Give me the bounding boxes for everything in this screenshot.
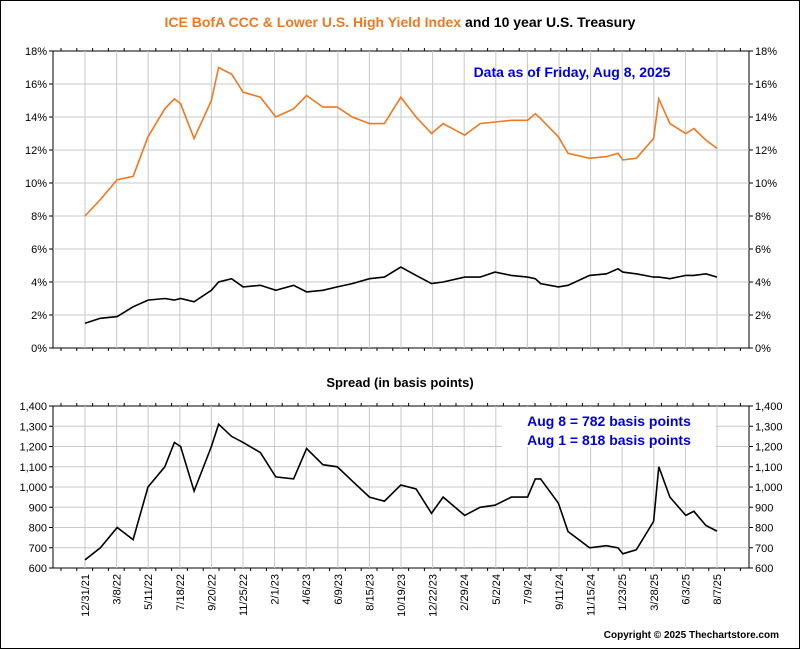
top-ytick-right: 14% <box>755 112 777 124</box>
top-ytick-right: 10% <box>755 178 777 190</box>
top-ytick-left: 0% <box>31 343 47 355</box>
xtick-label: 6/3/25 <box>680 574 692 605</box>
series-line-10yr-treasury <box>84 266 718 325</box>
copyright-text: Copyright © 2025 Thechartstore.com <box>604 630 779 641</box>
bottom-ytick-left: 1,400 <box>19 401 47 413</box>
bottom-ytick-left: 700 <box>29 543 47 555</box>
bottom-ytick-right: 1,200 <box>755 442 783 454</box>
bottom-ytick-left: 600 <box>29 563 47 575</box>
bottom-ytick-left: 1,200 <box>19 442 47 454</box>
xtick-label: 12/22/23 <box>428 574 440 617</box>
xtick-label: 9/20/22 <box>206 574 218 611</box>
top-ytick-left: 16% <box>25 79 47 91</box>
top-ytick-right: 18% <box>755 46 777 58</box>
xtick-label: 2/1/23 <box>270 574 282 605</box>
xtick-label: 10/19/23 <box>396 574 408 617</box>
top-ytick-right: 0% <box>755 343 771 355</box>
xtick-label: 8/15/23 <box>364 574 376 611</box>
top-ytick-right: 8% <box>755 211 771 223</box>
xtick-label: 11/15/24 <box>586 574 598 616</box>
xtick-label: 8/7/25 <box>712 574 724 605</box>
bottom-ytick-left: 800 <box>29 523 47 535</box>
xtick-label: 5/11/22 <box>143 574 155 610</box>
top-ytick-left: 4% <box>31 277 47 289</box>
title-part: and 10 year U.S. Treasury <box>461 14 636 30</box>
top-ytick-right: 4% <box>755 277 771 289</box>
xtick-label: 7/9/24 <box>522 574 534 605</box>
xtick-label: 12/31/21 <box>80 574 92 617</box>
top-ytick-left: 18% <box>25 46 47 58</box>
top-ytick-right: 2% <box>755 310 771 322</box>
bottom-ytick-right: 1,100 <box>755 462 783 474</box>
bottom-ytick-right: 1,000 <box>755 482 783 494</box>
top-ytick-left: 12% <box>25 145 47 157</box>
top-ytick-left: 2% <box>31 310 47 322</box>
xtick-label: 6/9/23 <box>333 574 345 605</box>
top-ytick-right: 16% <box>755 79 777 91</box>
bottom-ytick-left: 1,300 <box>19 421 47 433</box>
top-ytick-right: 12% <box>755 145 777 157</box>
xtick-label: 4/6/23 <box>301 574 313 605</box>
xtick-label: 5/2/24 <box>491 574 503 605</box>
top-ytick-left: 8% <box>31 211 47 223</box>
bottom-ytick-right: 700 <box>755 543 773 555</box>
top-ytick-left: 10% <box>25 178 47 190</box>
spread-annotation: Aug 8 = 782 basis points <box>527 413 691 429</box>
xtick-label: 11/25/22 <box>238 574 250 616</box>
bottom-ytick-right: 600 <box>755 563 773 575</box>
title-part: ICE BofA CCC & Lower U.S. High Yield Ind… <box>165 14 462 30</box>
xtick-label: 9/11/24 <box>554 574 566 610</box>
xtick-label: 3/28/25 <box>649 574 661 611</box>
top-ytick-right: 6% <box>755 244 771 256</box>
top-ytick-left: 14% <box>25 112 47 124</box>
spread-annotation: Aug 1 = 818 basis points <box>527 432 691 448</box>
xtick-label: 3/8/22 <box>112 574 124 605</box>
date-annotation: Data as of Friday, Aug 8, 2025 <box>474 64 671 80</box>
top-ytick-left: 6% <box>31 244 47 256</box>
series-line-ccc-yield <box>84 66 718 217</box>
bottom-ytick-right: 800 <box>755 523 773 535</box>
xtick-label: 7/18/22 <box>175 574 187 611</box>
bottom-ytick-left: 900 <box>29 502 47 514</box>
bottom-ytick-left: 1,000 <box>19 482 47 494</box>
bottom-ytick-right: 1,400 <box>755 401 783 413</box>
chart-title: ICE BofA CCC & Lower U.S. High Yield Ind… <box>165 14 636 30</box>
bottom-ytick-left: 1,100 <box>19 462 47 474</box>
bottom-ytick-right: 900 <box>755 502 773 514</box>
spread-title: Spread (in basis points) <box>326 375 473 390</box>
annotation-box <box>502 407 716 447</box>
series-line-spread <box>84 422 718 561</box>
bottom-ytick-right: 1,300 <box>755 421 783 433</box>
xtick-label: 2/29/24 <box>459 574 471 611</box>
xtick-label: 1/23/25 <box>617 574 629 611</box>
